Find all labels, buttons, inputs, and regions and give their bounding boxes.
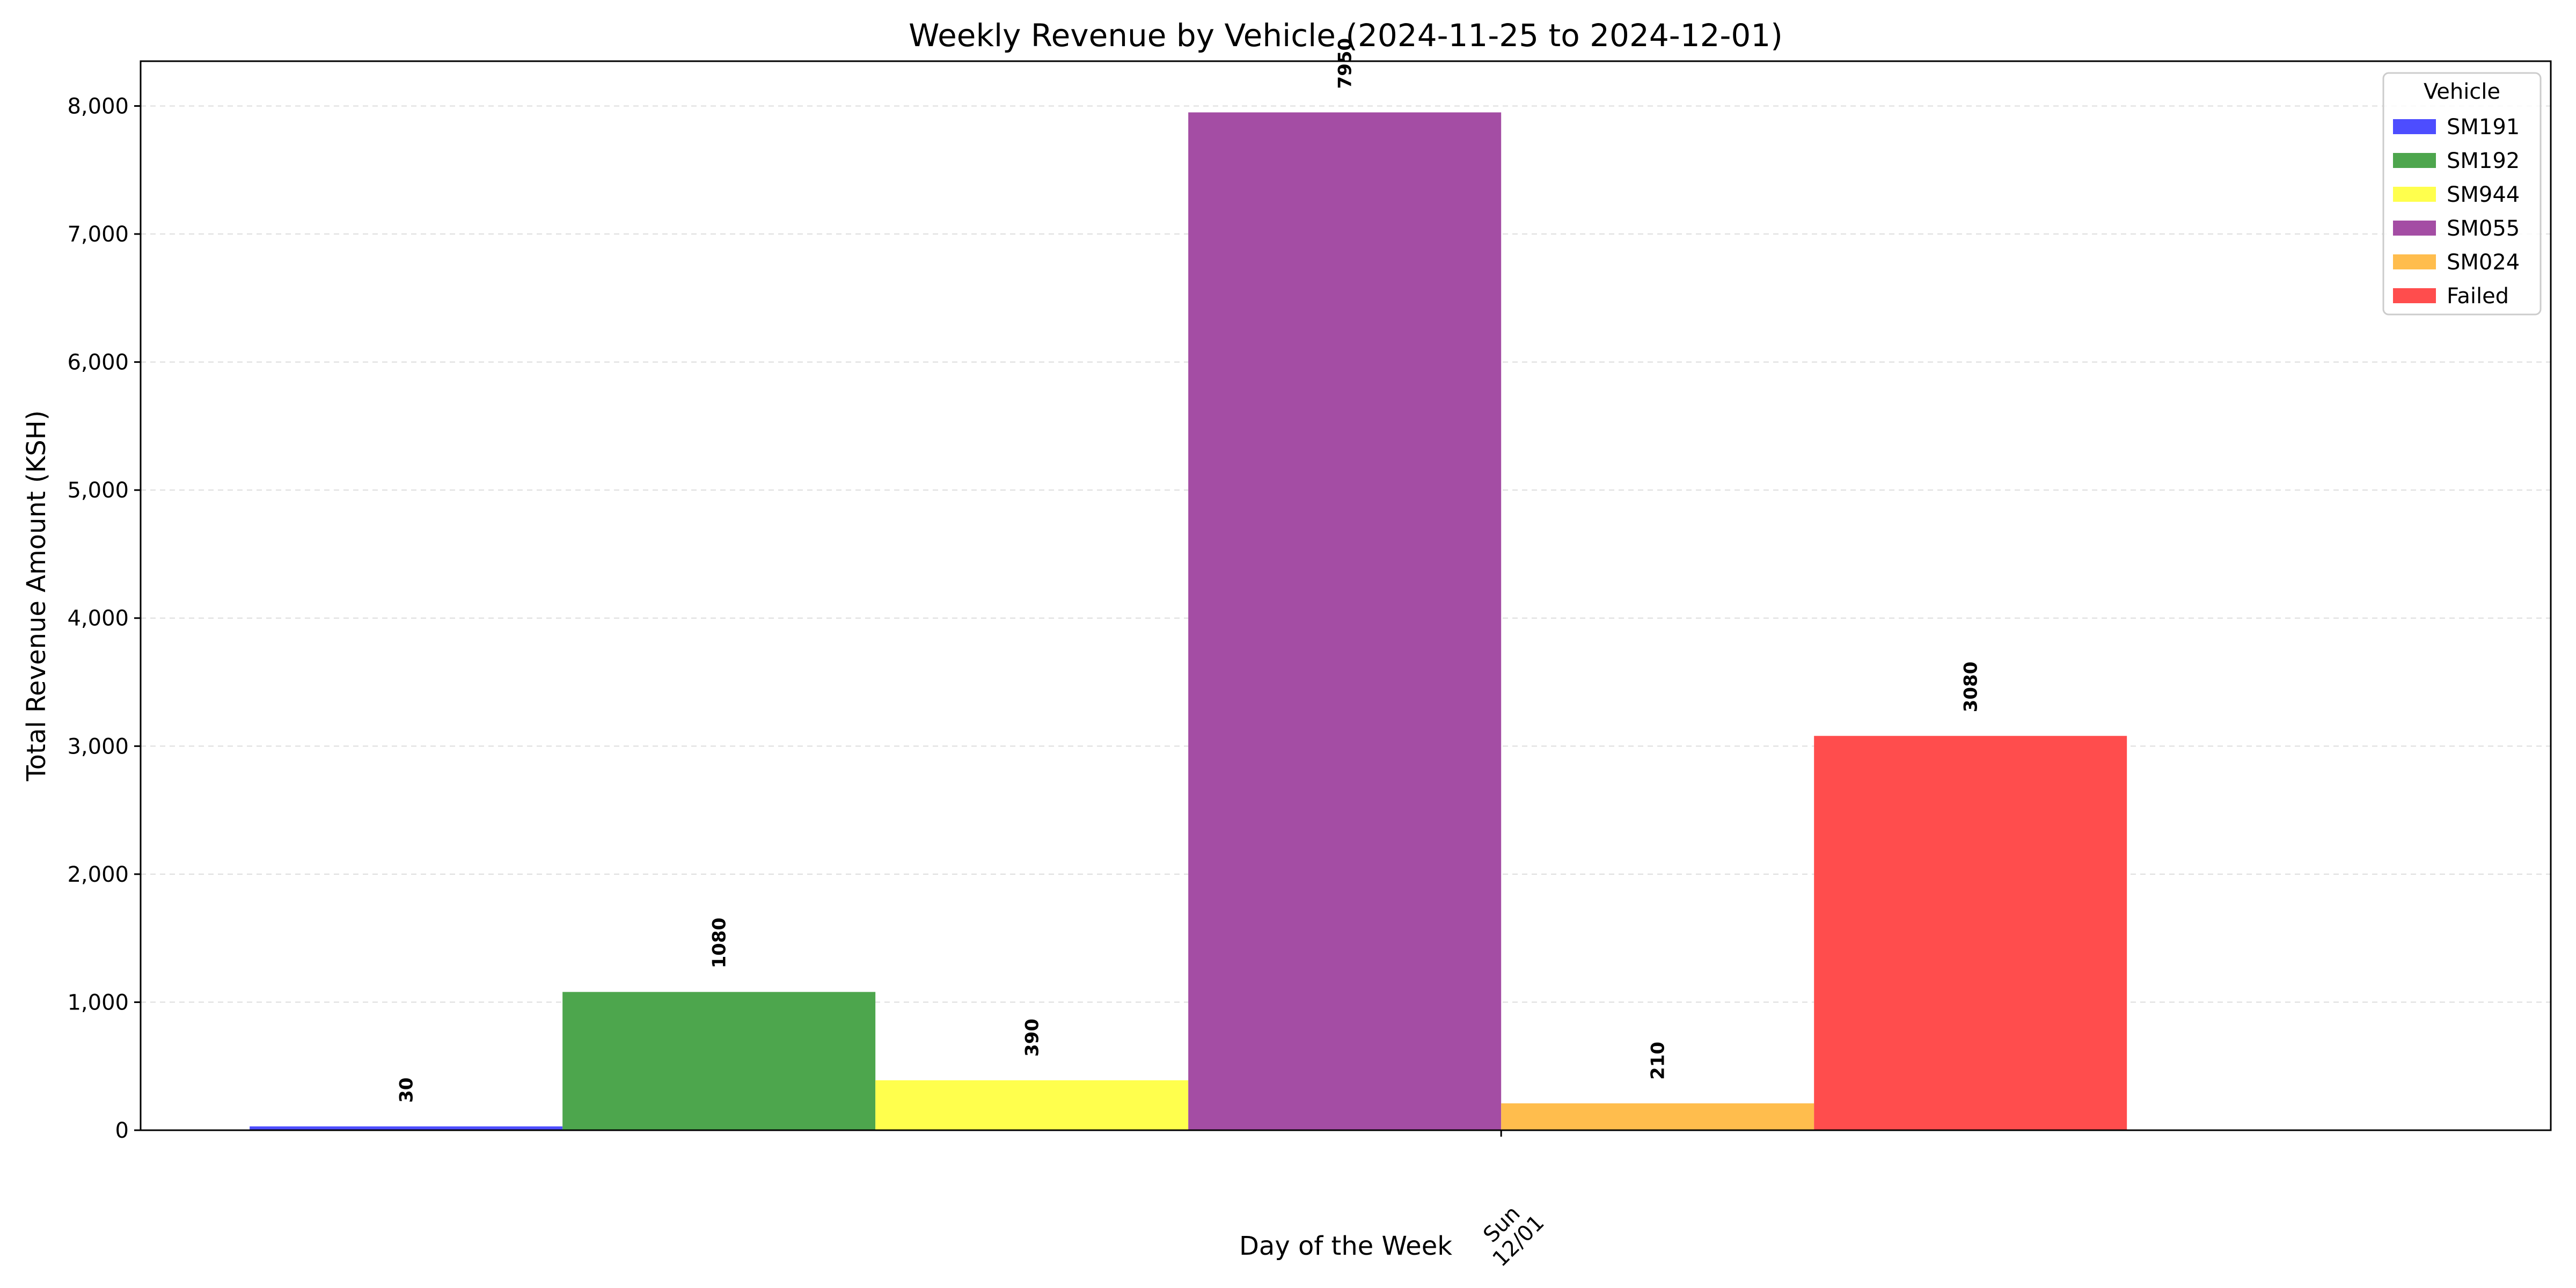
bars	[250, 112, 2127, 1130]
bar-labels: 30 1080 390 7950 210 3080	[396, 38, 1982, 1103]
legend-label-sm055: SM055	[2447, 216, 2520, 241]
bar-sm191	[250, 1126, 563, 1130]
y-tick-label: 5,000	[67, 478, 129, 503]
bar-label-sm024: 210	[1648, 1042, 1669, 1080]
legend-label-sm191: SM191	[2447, 115, 2520, 140]
bar-label-sm944: 390	[1022, 1019, 1043, 1057]
y-tick-label: 1,000	[67, 990, 129, 1015]
plot-frame	[140, 60, 2552, 1131]
bar-failed	[1814, 736, 2127, 1130]
x-axis-label: Day of the Week	[1239, 1231, 1452, 1261]
legend-swatch-sm944	[2393, 187, 2436, 202]
y-tick-label: 0	[115, 1118, 129, 1143]
bar-sm024	[1501, 1103, 1814, 1130]
bar-sm944	[875, 1080, 1189, 1130]
bar-sm192	[562, 992, 876, 1130]
legend: Vehicle SM191 SM192 SM944 SM055 SM024 Failed	[2382, 72, 2542, 316]
chart-title: Weekly Revenue by Vehicle (2024-11-25 to…	[909, 17, 1783, 54]
y-axis-label: Total Revenue Amount (KSH)	[21, 410, 52, 781]
legend-swatch-sm055	[2393, 221, 2436, 236]
y-tick-label: 2,000	[67, 862, 129, 887]
bar-label-failed: 3080	[1960, 662, 1982, 713]
legend-label-sm944: SM944	[2447, 182, 2520, 207]
legend-swatch-sm192	[2393, 153, 2436, 168]
legend-label-sm192: SM192	[2447, 149, 2520, 173]
legend-swatch-failed	[2393, 288, 2436, 303]
bar-sm055	[1188, 112, 1502, 1130]
y-tick-label: 4,000	[67, 606, 129, 631]
bar-label-sm055: 7950	[1335, 38, 1356, 89]
bar-label-sm192: 1080	[709, 918, 730, 969]
y-axis: 0 1,000 2,000 3,000 4,000 5,000 6,000 7,000 8,00…	[67, 94, 141, 1143]
y-tick-label: 6,000	[67, 350, 129, 375]
legend-title: Vehicle	[2424, 79, 2500, 104]
y-tick-label: 3,000	[67, 734, 129, 759]
legend-swatch-sm191	[2393, 119, 2436, 134]
legend-label-failed: Failed	[2447, 284, 2509, 309]
bar-label-sm191: 30	[396, 1078, 418, 1103]
y-tick-label: 7,000	[67, 222, 129, 247]
legend-swatch-sm024	[2393, 254, 2436, 269]
y-tick-label: 8,000	[67, 94, 129, 119]
legend-label-sm024: SM024	[2447, 250, 2520, 275]
